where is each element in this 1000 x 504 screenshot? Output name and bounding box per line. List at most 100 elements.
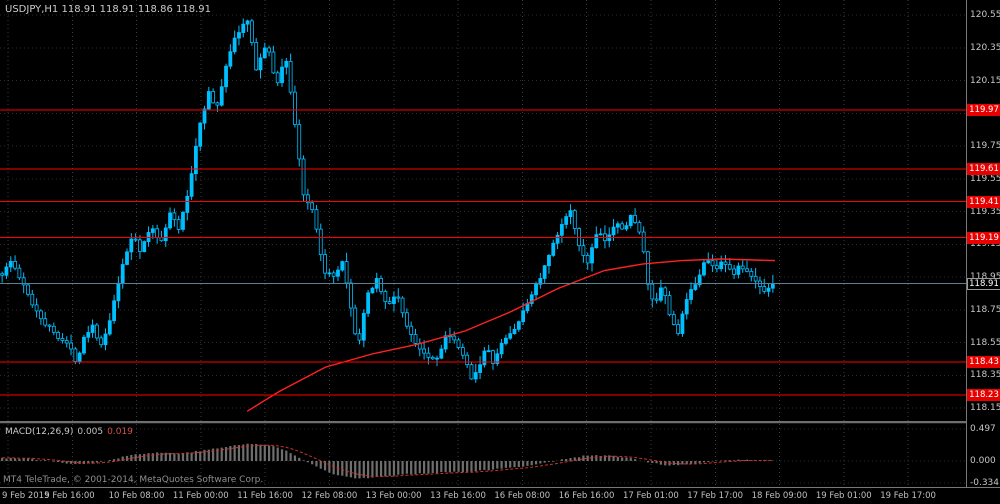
y-axis-tick: 118.35 [970, 370, 1000, 381]
candle-body [594, 234, 599, 249]
macd-axis-tick: 0.000 [970, 456, 996, 466]
candle-body [727, 264, 732, 270]
y-axis-tick: 119.15 [970, 239, 1000, 250]
candle-body [194, 145, 198, 175]
candle-body [323, 254, 327, 274]
candle-body [181, 212, 185, 230]
y-axis-tick: 119.75 [970, 141, 1000, 151]
time-axis-label: 16 Feb 16:00 [558, 491, 615, 501]
price-level-badge: 118.43 [967, 356, 1000, 369]
price-level-badge: 119.97 [967, 103, 1000, 116]
candle-body [422, 348, 426, 354]
candle-body [357, 333, 362, 341]
candle-body [383, 291, 388, 303]
candle-body [745, 268, 749, 272]
y-axis-tick: 118.55 [970, 337, 1000, 348]
candle-body [710, 260, 715, 267]
candle-body [64, 340, 69, 344]
candle-body [452, 335, 457, 341]
candle-body [465, 354, 470, 366]
candle-body [512, 328, 517, 335]
candle-body [499, 343, 504, 355]
candle-body [749, 270, 754, 277]
candle-body [327, 272, 332, 275]
macd-indicator-label: MACD(12,26,9) 0.005 0.019 [5, 427, 133, 437]
y-axis-tick: 119.35 [970, 206, 1000, 217]
price-chart[interactable] [0, 0, 966, 421]
y-axis-tick: 118.75 [970, 304, 1000, 315]
candle-body [684, 299, 689, 315]
time-axis-label: 19 Feb 17:00 [880, 491, 936, 501]
candle-body [443, 335, 448, 350]
candle-body [633, 214, 637, 223]
candle-body [585, 255, 590, 264]
candle-body [486, 350, 491, 353]
candle-body [73, 348, 78, 362]
candle-body [766, 287, 771, 292]
time-axis[interactable]: 9 Feb 2015 9 Feb 16:00 10 Feb 08:00 11 Feb … [0, 487, 1000, 504]
candle-body [314, 209, 319, 230]
candle-body [51, 325, 56, 333]
candle-body [39, 310, 43, 320]
price-level-badge: 118.23 [967, 388, 1000, 401]
candle-body [176, 219, 181, 230]
candle-body [237, 32, 241, 39]
candle-body [753, 275, 758, 282]
candle-body [297, 124, 302, 160]
candle-body [762, 286, 767, 292]
candle-body [598, 233, 603, 236]
candle-body [590, 247, 594, 264]
main-grid [0, 0, 966, 421]
price-level-badge: 119.41 [967, 195, 1000, 208]
candle-body [94, 324, 99, 339]
candle-body [30, 293, 35, 306]
candle-body [680, 313, 685, 334]
candle-body [555, 234, 560, 244]
candle-body [413, 334, 418, 344]
candle-body [659, 287, 663, 301]
candle-body [271, 51, 276, 74]
candle-body [219, 86, 224, 106]
candle-body [379, 278, 383, 292]
candle-body [172, 212, 177, 221]
macd-indicator-pane[interactable] [0, 424, 966, 487]
candle-body [206, 91, 211, 110]
candle-body [551, 242, 556, 256]
candle-body [280, 66, 284, 84]
chart-title-text: USDJPY,H1 118.91 118.91 118.86 118.91 [5, 4, 211, 15]
candle-body [245, 20, 250, 25]
candle-body [258, 57, 263, 71]
candle-body [456, 339, 461, 348]
candle-body [34, 304, 39, 312]
candle-body [293, 91, 297, 125]
candle-body [577, 228, 581, 247]
candle-body [60, 338, 65, 341]
y-axis-tick: 119.55 [970, 173, 1000, 184]
candle-body [215, 102, 220, 106]
candles [0, 18, 775, 383]
candle-body [232, 37, 237, 53]
candle-body [168, 212, 172, 229]
candle-body [542, 265, 547, 279]
time-axis-label: 17 Feb 17:00 [687, 491, 744, 501]
candle-body [473, 372, 478, 380]
time-axis-label: 13 Feb 00:00 [365, 491, 422, 501]
candle-body [538, 278, 543, 285]
time-axis-label: 17 Feb 01:00 [623, 491, 679, 501]
candle-body [387, 301, 392, 304]
candle-body [637, 222, 642, 233]
y-axis-tick: 118.15 [970, 403, 1000, 413]
candle-body [249, 20, 254, 43]
candle-body [396, 296, 401, 299]
candle-body [366, 292, 371, 314]
candle-body [241, 23, 246, 33]
pane-separator[interactable] [0, 421, 966, 424]
candle-body [581, 245, 586, 256]
candle-body [650, 283, 655, 300]
time-axis-label: 9 Feb 2015 [2, 491, 50, 501]
y-axis-tick: 120.35 [970, 42, 1000, 53]
candle-body [349, 282, 353, 309]
candle-body [138, 239, 142, 252]
price-axis[interactable]: 120.55120.35120.15119.95119.75119.55119.… [966, 0, 1000, 504]
